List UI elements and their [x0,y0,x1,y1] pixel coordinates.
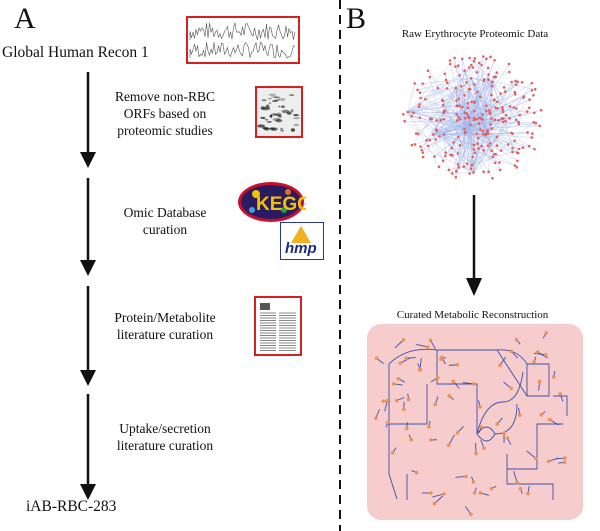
proteomic-network [401,55,543,180]
hmp-logo: hmp [280,222,324,260]
gel-blot-thumbnail [255,86,303,138]
step-2-label: Omic Database curation [123,205,207,237]
reconstruction-nodes [374,331,567,517]
recon-spectrum-thumbnail [186,16,300,64]
panel-b-letter: B [346,2,367,35]
kegg-logo: KEGG [236,180,306,224]
start-label: Global Human Recon 1 [2,44,149,61]
curation-arrow [466,195,482,296]
step-1-label: Remove non-RBC ORFs based on proteomic s… [114,89,216,138]
network-nodes [401,55,543,180]
literature-thumbnail [254,296,302,356]
step-4-label: Uptake/secretion literature curation [116,421,214,453]
step-3-label: Protein/Metabolite literature curation [114,310,216,342]
flow-arrow-4 [80,394,96,500]
kegg-logo-text: KEGG [256,194,306,215]
spectrum-trace-bottom [189,41,296,59]
reconstruction-panel [367,324,583,520]
flow-arrow-2 [80,178,96,276]
flow-arrow-1 [80,72,96,168]
reconstruction-caption: Curated Metabolic Reconstruction [396,309,549,321]
flow-arrow-3 [80,286,96,386]
hmp-logo-text: hmp [285,240,317,257]
panel-a-letter: A [14,2,36,35]
end-label: iAB-RBC-283 [26,498,117,515]
proteomic-caption: Raw Erythrocyte Proteomic Data [401,28,549,40]
spectrum-trace-top [189,22,296,40]
network-edges [403,56,542,179]
reconstruction-edges [375,332,568,515]
